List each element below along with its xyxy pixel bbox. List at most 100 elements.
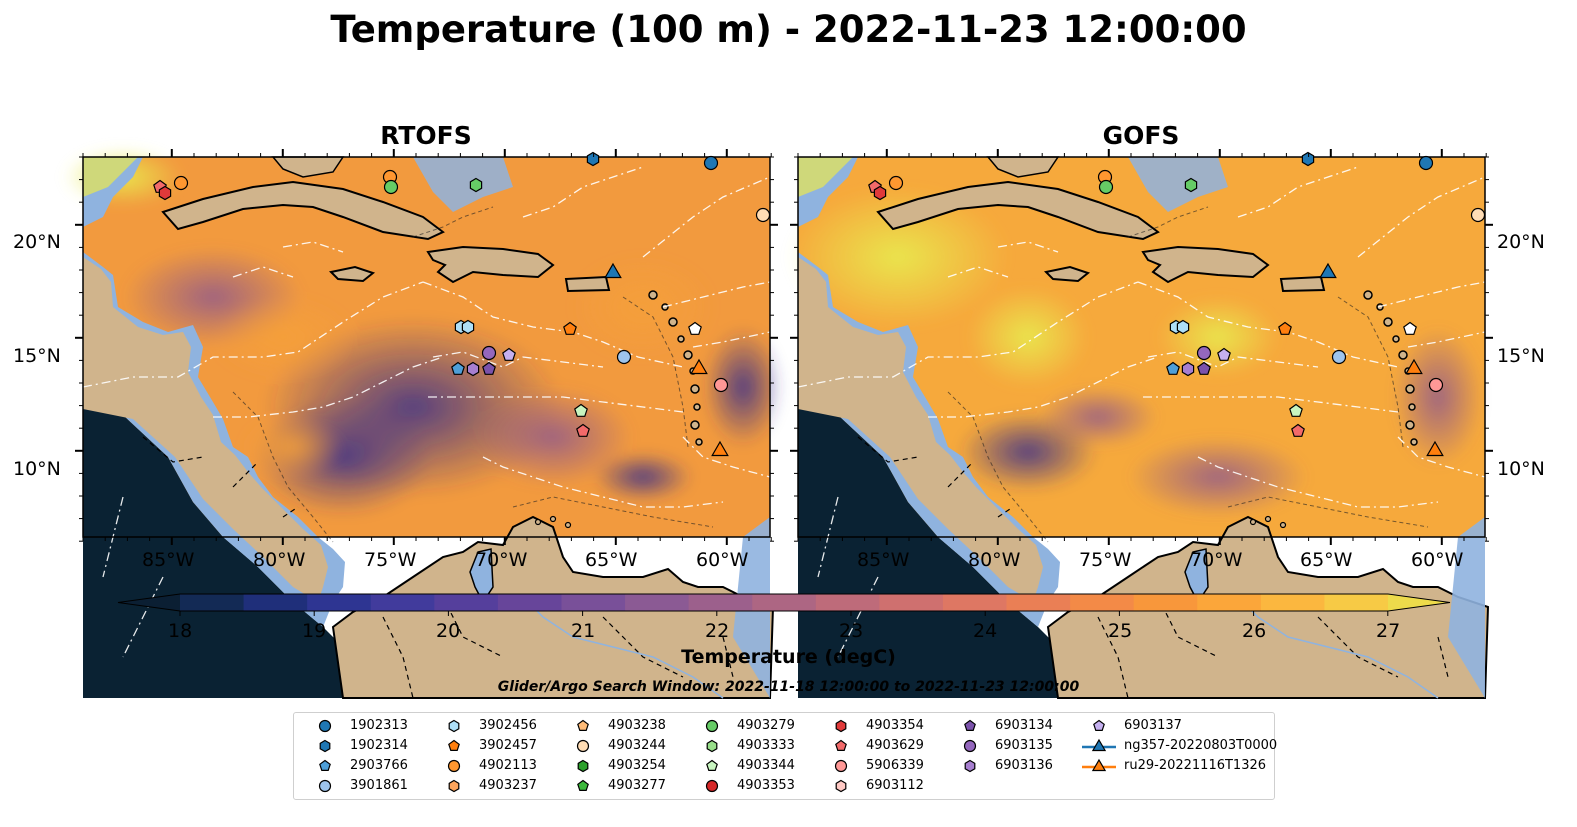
float-marker: [1184, 177, 1198, 193]
lon-tick-label: 60°W: [1411, 549, 1464, 571]
float-marker: [1166, 361, 1180, 375]
legend-marker-icon: [964, 759, 976, 773]
float-marker: [1289, 403, 1303, 417]
legend-marker-icon: [1082, 738, 1116, 752]
legend-label: 4903277: [608, 778, 666, 793]
map-panel-rtofs: [63, 147, 783, 699]
float-marker: [1291, 423, 1305, 437]
lat-tick-label: 20°N: [13, 231, 61, 253]
legend-label: 1902313: [350, 718, 408, 733]
colorbar-tick-label: 18: [168, 620, 193, 642]
legend-marker-icon: [448, 779, 460, 793]
legend-marker-icon: [964, 719, 976, 731]
lon-tick-label: 75°W: [364, 549, 417, 571]
legend-label: 4903344: [737, 758, 795, 773]
legend-marker-icon: [577, 779, 589, 791]
colorbar-segment: [370, 594, 435, 611]
lon-tick-label: 85°W: [142, 549, 195, 571]
legend-label: 6903136: [995, 758, 1053, 773]
float-markers-rtofs: [153, 151, 771, 457]
legend-marker-icon: [318, 779, 332, 793]
float-marker: [1418, 155, 1434, 171]
legend-marker-icon: [835, 779, 847, 793]
colorbar-tick-label: 27: [1376, 620, 1401, 642]
float-marker: [1278, 321, 1292, 335]
float-marker: [1319, 262, 1337, 279]
float-marker: [461, 319, 475, 335]
colorbar-segment: [688, 594, 753, 611]
float-marker: [1217, 347, 1231, 361]
legend-label: 4903238: [608, 718, 666, 733]
float-marker: [1331, 349, 1347, 365]
colorbar-segment: [243, 594, 308, 611]
legend-label: 3902457: [479, 738, 537, 753]
float-marker: [1098, 179, 1114, 195]
legend-marker-icon: [318, 719, 332, 733]
colorbar-segment: [1070, 594, 1135, 611]
colorbar-segment: [625, 594, 690, 611]
panel-title-rtofs: RTOFS: [380, 121, 472, 150]
legend-marker-icon: [319, 759, 331, 771]
legend-marker-icon: [835, 719, 847, 733]
lon-tick-label: 70°W: [475, 549, 528, 571]
colorbar-segment: [1197, 594, 1262, 611]
legend-marker-icon: [577, 759, 589, 773]
colorbar-extend-max: [1388, 594, 1450, 611]
float-marker: [158, 185, 172, 201]
legend-label: 6903112: [866, 778, 924, 793]
legend-label: ru29-20221116T1326: [1124, 758, 1267, 773]
float-marker: [563, 321, 577, 335]
lon-tick-label: 85°W: [857, 549, 910, 571]
legend-label: 4903333: [737, 738, 795, 753]
lon-tick-label: 65°W: [1300, 549, 1353, 571]
float-marker: [711, 440, 729, 457]
legend-label: 6903134: [995, 718, 1053, 733]
legend-label: 4902113: [479, 758, 537, 773]
lon-tick-label: 65°W: [585, 549, 638, 571]
float-marker: [688, 321, 702, 335]
legend-label: 3901861: [350, 778, 408, 793]
legend: 1902313 1902314 2903766 3901861 3902456 39024…: [293, 712, 1277, 800]
float-marker: [482, 361, 496, 375]
colorbar-tick-label: 20: [436, 620, 461, 642]
float-marker: [466, 361, 480, 377]
legend-label: 6903137: [1124, 718, 1182, 733]
colorbar-segment: [1260, 594, 1325, 611]
legend-label: 2903766: [350, 758, 408, 773]
legend-marker-icon: [705, 779, 719, 793]
lon-tick-label: 80°W: [253, 549, 306, 571]
float-marker: [451, 361, 465, 375]
colorbar-tick-label: 19: [302, 620, 327, 642]
float-marker: [1196, 345, 1212, 361]
colorbar-segment: [434, 594, 499, 611]
colorbar-tick-label: 26: [1242, 620, 1267, 642]
axis-ticks: [75, 149, 1493, 545]
colorbar-segment: [942, 594, 1008, 611]
float-markers-gofs: [868, 151, 1486, 457]
legend-marker-icon: [576, 739, 590, 753]
float-marker: [1301, 151, 1315, 167]
legend-marker-icon: [577, 719, 589, 731]
lat-tick-label: 15°N: [1497, 345, 1545, 367]
float-marker: [703, 155, 719, 171]
colorbar-segment: [879, 594, 944, 611]
float-marker: [383, 179, 399, 195]
float-marker: [173, 175, 189, 191]
float-marker: [713, 377, 729, 393]
float-marker: [469, 177, 483, 193]
float-marker: [574, 403, 588, 417]
float-marker: [1197, 361, 1211, 375]
legend-marker-icon: [448, 719, 460, 733]
float-marker: [502, 347, 516, 361]
colorbar-tick-label: 23: [839, 620, 864, 642]
float-marker: [1403, 321, 1417, 335]
legend-marker-icon: [834, 759, 848, 773]
map-panel-gofs: [788, 156, 1489, 699]
legend-label: 4903629: [866, 738, 924, 753]
colorbar-segment: [307, 594, 372, 611]
colorbar-tick-label: 21: [571, 620, 596, 642]
legend-label: 4903354: [866, 718, 924, 733]
colorbar: [117, 593, 1451, 616]
colorbar-extend-min: [118, 594, 180, 611]
